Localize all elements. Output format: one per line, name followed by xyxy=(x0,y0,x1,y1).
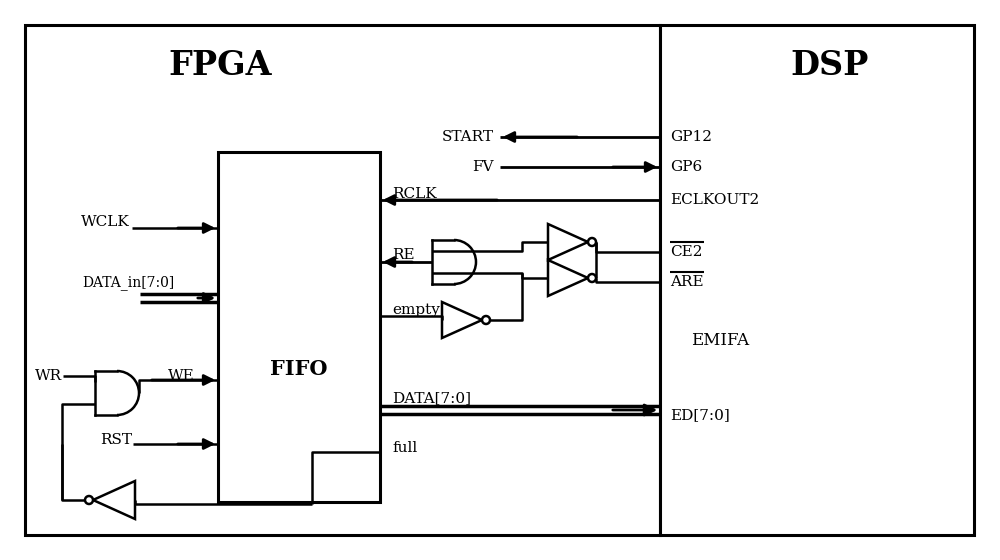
Circle shape xyxy=(482,316,490,324)
Text: START: START xyxy=(442,130,494,144)
Circle shape xyxy=(588,238,596,246)
Text: GP12: GP12 xyxy=(670,130,712,144)
Circle shape xyxy=(588,274,596,282)
Text: RST: RST xyxy=(100,433,132,447)
Text: FPGA: FPGA xyxy=(168,49,272,82)
Polygon shape xyxy=(442,302,482,338)
Text: full: full xyxy=(392,441,417,455)
Text: RCLK: RCLK xyxy=(392,187,437,201)
Text: empty: empty xyxy=(392,303,440,317)
Text: ARE: ARE xyxy=(670,275,704,289)
Text: FIFO: FIFO xyxy=(270,359,328,379)
Text: WR: WR xyxy=(35,369,62,383)
Text: GP6: GP6 xyxy=(670,160,702,174)
Bar xyxy=(25,25,660,535)
Bar xyxy=(660,25,974,535)
Text: ED[7:0]: ED[7:0] xyxy=(670,408,730,422)
Text: RE: RE xyxy=(392,248,415,262)
Polygon shape xyxy=(548,260,588,296)
Text: CE2: CE2 xyxy=(670,245,702,259)
Text: DSP: DSP xyxy=(791,49,869,82)
Text: FV: FV xyxy=(473,160,494,174)
Polygon shape xyxy=(93,481,135,519)
Bar xyxy=(218,152,380,502)
Text: ECLKOUT2: ECLKOUT2 xyxy=(670,193,759,207)
Circle shape xyxy=(85,496,93,504)
Text: EMIFA: EMIFA xyxy=(691,332,749,348)
Polygon shape xyxy=(548,224,588,260)
Text: WCLK: WCLK xyxy=(81,215,130,229)
Text: DATA_in[7:0]: DATA_in[7:0] xyxy=(82,276,174,291)
Text: DATA[7:0]: DATA[7:0] xyxy=(392,391,471,405)
Text: WE: WE xyxy=(168,369,195,383)
